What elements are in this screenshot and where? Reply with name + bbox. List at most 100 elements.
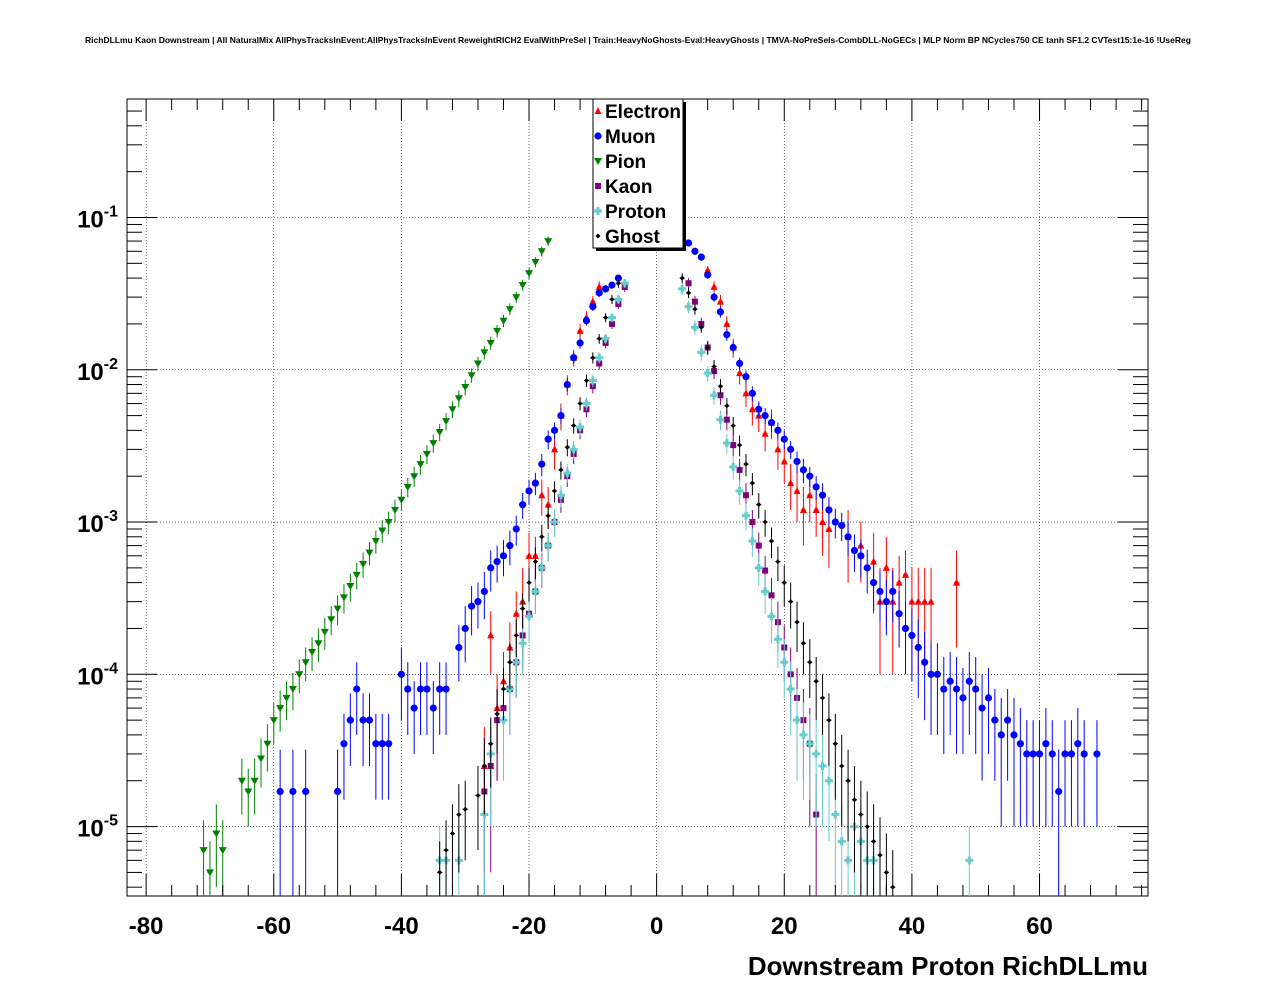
marker <box>781 580 787 586</box>
data-point <box>346 573 355 602</box>
marker <box>385 740 393 748</box>
marker <box>743 461 749 467</box>
data-point <box>703 365 712 382</box>
marker <box>416 461 425 469</box>
data-point <box>858 780 864 888</box>
marker <box>397 496 406 504</box>
data-point <box>871 804 877 896</box>
data-point <box>845 749 851 842</box>
data-point <box>537 246 546 257</box>
marker <box>607 313 616 322</box>
marker <box>883 869 889 875</box>
marker <box>736 466 743 473</box>
data-point <box>820 674 826 735</box>
marker <box>371 538 380 546</box>
data-point <box>997 697 1005 827</box>
y-tick-exponent: -5 <box>104 813 118 830</box>
marker <box>705 345 711 351</box>
legend-label: Muon <box>605 127 656 148</box>
marker <box>404 685 412 693</box>
marker <box>686 290 692 296</box>
marker <box>244 788 253 796</box>
marker <box>435 429 444 437</box>
marker <box>1004 716 1012 724</box>
marker <box>539 534 545 540</box>
data-point <box>773 619 782 669</box>
data-point <box>475 765 481 851</box>
data-point <box>531 472 540 496</box>
marker <box>531 587 540 596</box>
data-point <box>864 791 870 896</box>
marker <box>800 640 806 646</box>
marker <box>844 856 853 865</box>
data-point <box>863 549 871 594</box>
data-point <box>761 408 769 425</box>
marker <box>837 837 846 846</box>
data-point <box>787 464 795 510</box>
legend-entry-electron: Electron <box>594 102 681 123</box>
data-point <box>456 784 462 873</box>
data-point <box>589 302 597 312</box>
marker <box>569 445 578 454</box>
data-point <box>556 485 565 508</box>
data-point <box>793 469 801 523</box>
marker <box>423 685 431 693</box>
data-point <box>480 346 489 360</box>
marker <box>576 326 584 334</box>
data-point <box>551 433 559 470</box>
data-point <box>576 419 585 436</box>
marker <box>787 445 795 453</box>
data-point <box>620 278 629 288</box>
data-point <box>520 593 526 629</box>
marker <box>205 869 214 877</box>
marker <box>1048 750 1056 758</box>
marker <box>914 597 922 605</box>
data-point <box>352 562 361 590</box>
data-point <box>288 672 297 711</box>
marker <box>520 606 526 612</box>
data-point <box>583 374 589 388</box>
data-point <box>588 374 597 388</box>
marker <box>685 280 692 287</box>
marker <box>594 107 602 114</box>
y-tick-label: 10-3 <box>77 508 118 538</box>
legend-entry-muon: Muon <box>594 127 656 148</box>
marker <box>269 717 278 725</box>
marker <box>717 392 724 399</box>
marker <box>519 501 527 509</box>
data-point <box>563 378 571 392</box>
data-point <box>800 622 806 675</box>
data-point <box>569 441 578 459</box>
marker <box>850 546 859 555</box>
y-tick-base: 10 <box>77 511 104 538</box>
marker <box>475 792 481 798</box>
data-point <box>1029 720 1037 827</box>
marker <box>965 677 973 685</box>
data-point <box>544 236 553 246</box>
marker <box>710 282 718 290</box>
data-point <box>914 619 922 698</box>
x-tick-label: -40 <box>384 913 419 940</box>
marker <box>697 348 706 357</box>
marker <box>761 411 769 420</box>
data-point <box>467 368 476 383</box>
legend-box <box>592 98 684 249</box>
data-point <box>333 595 342 626</box>
data-point <box>825 497 833 526</box>
data-point <box>786 662 795 735</box>
marker <box>787 479 795 487</box>
marker <box>442 418 451 426</box>
marker <box>882 598 890 606</box>
data-point <box>263 724 272 772</box>
marker <box>748 389 756 397</box>
marker <box>595 282 603 290</box>
legend-label: Ghost <box>605 227 661 248</box>
marker <box>500 686 506 692</box>
data-point <box>512 515 520 546</box>
data-point <box>563 464 572 484</box>
data-point <box>455 625 463 682</box>
data-point <box>748 386 756 402</box>
y-tick-base: 10 <box>77 359 104 386</box>
data-point <box>365 693 374 766</box>
data-point <box>736 357 744 370</box>
